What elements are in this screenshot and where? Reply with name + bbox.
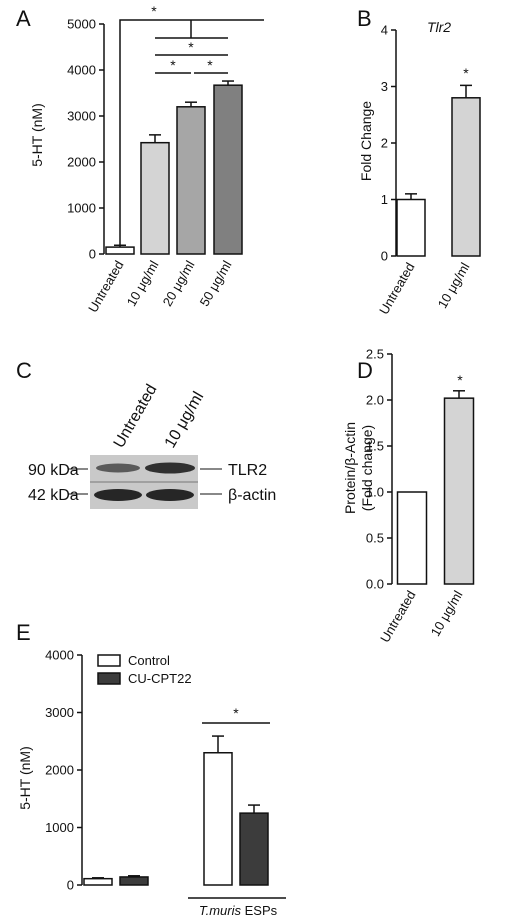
legend: Control CU-CPT22	[97, 653, 192, 686]
y-tick-label: 4000	[67, 63, 96, 78]
y-tick-label: 2000	[67, 155, 96, 170]
bars	[396, 84, 481, 257]
y-axis: 0 1000 2000 3000 4000 5000	[67, 17, 105, 262]
y-axis-title: 5-HT (nM)	[17, 746, 33, 810]
protein-label-actin: β-actin	[228, 487, 276, 504]
y-tick-label: 1000	[45, 820, 74, 835]
x-tick-label: 20 μg/ml	[160, 258, 198, 309]
bar	[396, 198, 426, 257]
panel-d: D Protein/β-Actin (Fold change) 0.0 0.5 1.…	[342, 347, 475, 645]
significance-star: *	[233, 705, 239, 721]
x-tick-label: 10 μg/ml	[428, 588, 466, 639]
band-actin-treated	[146, 489, 194, 501]
x-tick-label: 50 μg/ml	[197, 258, 235, 309]
panel-letter-a: A	[16, 6, 31, 31]
legend-label-control: Control	[128, 653, 170, 668]
y-axis-title: Fold Change	[358, 101, 374, 181]
significance-brackets: * * * *	[119, 3, 264, 246]
bars	[83, 735, 269, 886]
bracket-untreated-vs-treated	[119, 19, 264, 246]
y-tick-label: 2.0	[366, 393, 384, 408]
bars	[105, 80, 243, 255]
y-axis-title: 5-HT (nM)	[29, 103, 45, 167]
y-tick-label: 0	[381, 249, 388, 264]
significance-star: *	[170, 57, 176, 73]
y-axis: 0 1000 2000 3000 4000	[45, 648, 83, 893]
bar	[443, 397, 475, 585]
y-tick-label: 0.0	[366, 577, 384, 592]
y-axis: 0.0 0.5 1.0 1.5 2.0 2.5	[366, 347, 393, 592]
band-actin-untreated	[94, 489, 142, 501]
lane-label-10ugml: 10 μg/ml	[162, 389, 208, 451]
panel-e: E 5-HT (nM) 0 1000 2000 3000 4000 Control CU…	[16, 620, 286, 918]
panel-a: A 5-HT (nM) 0 1000 2000 3000 4000 5000 Untrea…	[16, 3, 264, 315]
x-tick-labels: Untreated 10 μg/ml	[376, 260, 473, 317]
bar	[105, 246, 135, 255]
x-tick-label: Untreated	[376, 260, 418, 317]
y-tick-label: 0	[89, 247, 96, 262]
bar	[213, 84, 243, 255]
group-label-rest: ESPs	[241, 903, 278, 918]
y-tick-label: 3000	[45, 705, 74, 720]
y-tick-label: 5000	[67, 17, 96, 32]
bar-cu-cpt22	[239, 812, 269, 886]
y-tick-label: 3	[381, 79, 388, 94]
x-tick-label: 10 μg/ml	[124, 258, 162, 309]
panel-letter-b: B	[357, 6, 372, 31]
y-tick-label: 4	[381, 23, 388, 38]
size-marker-42: 42 kDa	[28, 487, 79, 504]
y-tick-label: 1.5	[366, 439, 384, 454]
y-axis: 0 1 2 3 4	[381, 23, 397, 264]
panel-b: B Tlr2 Fold Change 0 1 2 3 4 Untreated 10 μg/…	[357, 6, 481, 317]
y-tick-label: 4000	[45, 648, 74, 663]
x-tick-label: 10 μg/ml	[435, 260, 473, 311]
y-axis-title-line2: (Fold change)	[359, 425, 375, 511]
bars	[396, 390, 475, 585]
x-tick-label: Untreated	[377, 588, 419, 645]
panel-letter-e: E	[16, 620, 31, 645]
x-tick-label: Untreated	[85, 258, 127, 315]
y-tick-label: 2.5	[366, 347, 384, 362]
legend-label-cu-cpt22: CU-CPT22	[128, 671, 192, 686]
group-label: T.muris ESPs	[199, 903, 278, 918]
chart-title: Tlr2	[427, 19, 451, 35]
y-axis-title-line1: Protein/β-Actin	[342, 422, 358, 514]
significance-star: *	[151, 3, 157, 19]
bar-control	[83, 877, 113, 886]
y-tick-label: 1.0	[366, 485, 384, 500]
panel-letter-c: C	[16, 358, 32, 383]
x-tick-labels: Untreated 10 μg/ml	[377, 588, 466, 645]
panel-c-western-blot: C Untreated 10 μg/ml 90 kDa 42 kDa TLR2 …	[16, 358, 276, 509]
lane-label-untreated: Untreated	[111, 382, 161, 451]
bar	[140, 141, 170, 255]
significance-star: *	[207, 57, 213, 73]
significance-star: *	[463, 65, 469, 81]
bar	[451, 97, 481, 257]
y-tick-label: 2000	[45, 763, 74, 778]
significance-star: *	[188, 39, 194, 55]
y-tick-label: 1000	[67, 201, 96, 216]
legend-swatch-cu-cpt22	[97, 672, 121, 685]
y-tick-label: 0	[67, 878, 74, 893]
y-tick-label: 0.5	[366, 531, 384, 546]
bar-control	[203, 752, 233, 886]
legend-swatch-control	[97, 654, 121, 667]
bar	[176, 106, 206, 255]
bar-cu-cpt22	[119, 876, 149, 886]
y-tick-label: 2	[381, 136, 388, 151]
size-marker-90: 90 kDa	[28, 462, 79, 479]
protein-label-tlr2: TLR2	[228, 462, 267, 479]
significance-star: *	[457, 372, 463, 388]
group-label-italic: T.muris	[199, 903, 242, 918]
band-tlr2-treated	[145, 462, 195, 474]
panel-letter-d: D	[357, 358, 373, 383]
bar	[396, 491, 428, 585]
band-tlr2-untreated	[96, 463, 140, 473]
y-tick-label: 1	[381, 192, 388, 207]
y-tick-label: 3000	[67, 109, 96, 124]
